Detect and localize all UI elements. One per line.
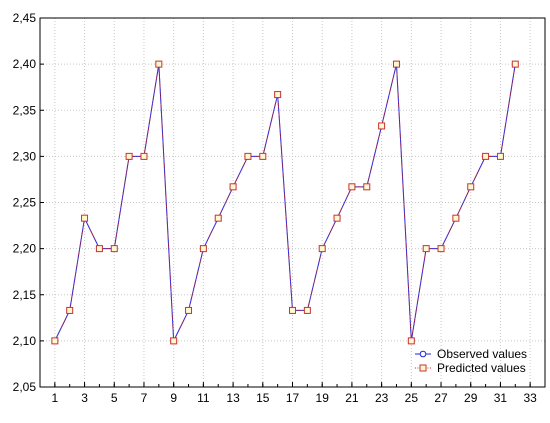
legend-marker-square — [419, 364, 427, 372]
x-tick-label: 21 — [345, 391, 359, 405]
predicted-point — [422, 245, 430, 253]
x-tick-label: 33 — [523, 391, 537, 405]
x-tick-label: 19 — [316, 391, 330, 405]
series-line-observed — [54, 64, 516, 343]
predicted-point — [437, 245, 445, 253]
predicted-point — [66, 306, 74, 314]
x-tick-label: 17 — [286, 391, 300, 405]
y-tick-label: 2,10 — [13, 334, 37, 348]
predicted-point — [363, 183, 371, 191]
predicted-point — [407, 337, 415, 345]
predicted-point — [95, 245, 103, 253]
y-tick-label: 2,40 — [13, 57, 37, 71]
x-tick-label: 11 — [197, 391, 210, 405]
legend-label: Observed values — [437, 347, 527, 361]
predicted-point — [392, 60, 400, 68]
x-tick-label: 9 — [170, 391, 177, 405]
predicted-point — [81, 214, 89, 222]
predicted-point — [467, 183, 475, 191]
x-tick-label: 3 — [81, 391, 88, 405]
y-tick-label: 2,05 — [13, 380, 37, 394]
predicted-point — [318, 245, 326, 253]
x-tick-label: 27 — [434, 391, 448, 405]
axis-ticks: 2,052,102,152,202,252,302,352,402,451 3 5 7… — [13, 11, 538, 405]
predicted-point — [511, 60, 519, 68]
predicted-point — [170, 337, 178, 345]
x-tick-label: 25 — [405, 391, 419, 405]
y-tick-label: 2,20 — [13, 242, 37, 256]
predicted-point — [259, 152, 267, 160]
y-tick-label: 2,15 — [13, 288, 37, 302]
x-tick-label: 7 — [141, 391, 148, 405]
predicted-point — [185, 306, 193, 314]
y-tick-label: 2,35 — [13, 103, 37, 117]
predicted-point — [199, 245, 207, 253]
x-tick-label: 23 — [375, 391, 389, 405]
x-tick-label: 13 — [226, 391, 240, 405]
predicted-point — [51, 337, 59, 345]
predicted-point — [140, 152, 148, 160]
x-tick-label: 1 — [52, 391, 59, 405]
x-tick-label: 15 — [256, 391, 270, 405]
predicted-point — [125, 152, 133, 160]
predicted-point — [229, 183, 237, 191]
predicted-point — [378, 122, 386, 130]
predicted-point — [333, 214, 341, 222]
predicted-point — [244, 152, 252, 160]
x-tick-label: 29 — [464, 391, 478, 405]
predicted-point — [348, 183, 356, 191]
legend-marker-circle — [419, 350, 427, 358]
y-tick-label: 2,45 — [13, 11, 37, 25]
predicted-point — [289, 306, 296, 314]
predicted-point — [452, 214, 460, 222]
legend-label: Predicted values — [437, 361, 526, 375]
x-tick-label: 31 — [494, 391, 508, 405]
series-lines — [54, 64, 516, 343]
predicted-point — [303, 306, 311, 314]
predicted-point — [110, 245, 118, 253]
predicted-point — [496, 152, 504, 160]
predicted-point — [155, 60, 163, 68]
x-tick-label: 5 — [111, 391, 118, 405]
y-tick-label: 2,25 — [13, 196, 37, 210]
predicted-point — [274, 91, 282, 99]
predicted-point — [482, 152, 490, 160]
series-markers — [51, 60, 519, 345]
predicted-point — [214, 214, 222, 222]
grid — [40, 17, 545, 388]
y-tick-label: 2,30 — [13, 149, 37, 163]
